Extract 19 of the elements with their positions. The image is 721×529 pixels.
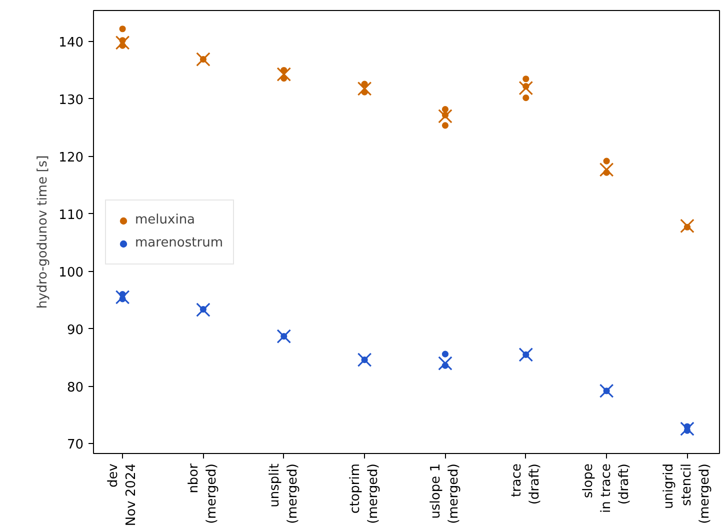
y-tick-label: 70 — [66, 438, 84, 453]
y-tick-label: 130 — [58, 92, 84, 108]
x-tick-label: ctoprim (merged) — [348, 463, 382, 524]
x-tick-label: trace (draft) — [509, 463, 542, 505]
x-tick-label: uslope 1 (merged) — [428, 463, 462, 524]
x-tick-label: unigrid stencil (merged) — [662, 463, 713, 524]
x-tick-label: dev Nov 2024 — [106, 463, 140, 526]
x-tick-label: slope in trace (draft) — [581, 463, 632, 514]
y-tick-label: 100 — [58, 265, 84, 280]
y-tick-label: 120 — [58, 150, 84, 166]
legend-label: meluxina — [135, 212, 196, 228]
y-axis-title: hydro-godunov time [s] — [36, 155, 51, 309]
y-tick-label: 90 — [66, 322, 84, 338]
x-tick-label: unsplit (merged) — [267, 463, 300, 524]
y-tick-label: 110 — [58, 208, 84, 223]
x-tick-label: nbor (merged) — [186, 462, 220, 524]
y-tick-label: 140 — [58, 36, 84, 51]
legend-label: marenostrum — [135, 236, 223, 250]
y-tick-label: 80 — [66, 380, 84, 396]
